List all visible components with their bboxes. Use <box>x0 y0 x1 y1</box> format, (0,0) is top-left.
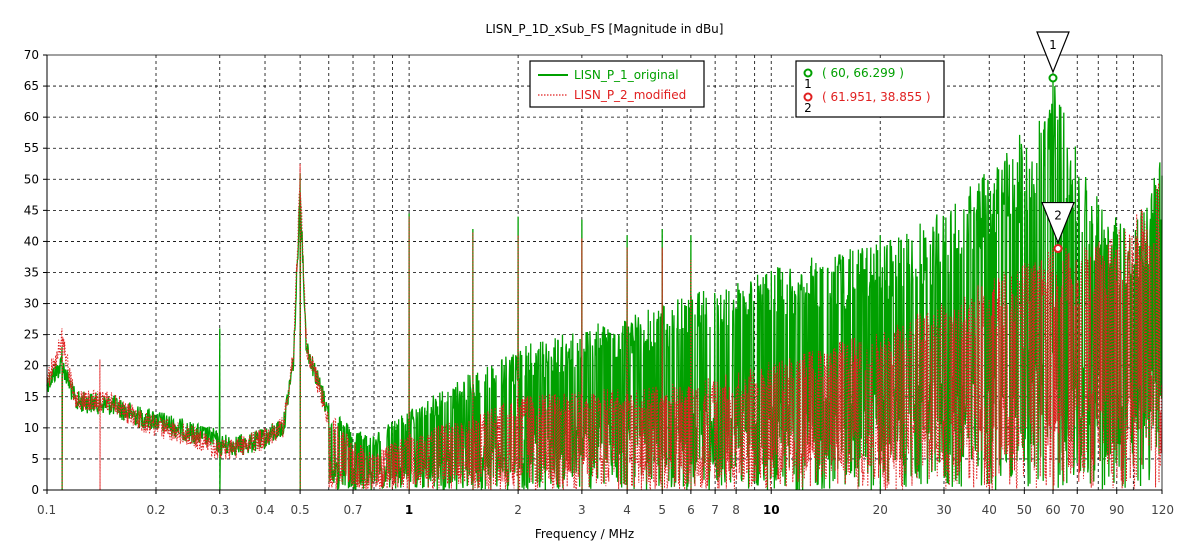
y-tick-label: 25 <box>24 328 39 342</box>
x-tick-label: 0.3 <box>210 503 229 517</box>
legend-box <box>529 60 705 108</box>
y-tick-label: 0 <box>31 483 39 497</box>
series-line-1 <box>46 77 1163 491</box>
y-tick-label: 60 <box>24 110 39 124</box>
marker-flag-label-2: 2 <box>1054 209 1062 223</box>
y-tick-label: 10 <box>24 421 39 435</box>
x-tick-label: 70 <box>1070 503 1085 517</box>
x-tick-label: 1 <box>405 503 413 517</box>
y-tick-label: 5 <box>31 452 39 466</box>
y-tick-label: 55 <box>24 141 39 155</box>
marker-readout-label-2: ( 61.951, 38.855 ) <box>822 90 931 104</box>
x-tick-label: 0.1 <box>37 503 56 517</box>
y-tick-label: 40 <box>24 234 39 248</box>
x-tick-label: 120 <box>1151 503 1174 517</box>
marker-point-2 <box>1053 244 1063 254</box>
x-tick-label: 90 <box>1109 503 1124 517</box>
marker-flag-1 <box>1036 31 1070 74</box>
y-tick-label: 65 <box>24 79 39 93</box>
x-tick-label: 30 <box>936 503 951 517</box>
x-tick-label: 2 <box>514 503 522 517</box>
x-tick-label: 0.7 <box>343 503 362 517</box>
x-tick-label: 40 <box>982 503 997 517</box>
marker-readout-label-1: ( 60, 66.299 ) <box>822 66 904 80</box>
x-tick-label: 5 <box>658 503 666 517</box>
marker-point-1 <box>1048 73 1058 83</box>
x-tick-label: 8 <box>732 503 740 517</box>
x-tick-label: 0.2 <box>146 503 165 517</box>
x-tick-label: 3 <box>578 503 586 517</box>
x-tick-label: 10 <box>763 503 780 517</box>
x-tick-label: 7 <box>711 503 719 517</box>
x-tick-label: 4 <box>623 503 631 517</box>
y-tick-label: 45 <box>24 203 39 217</box>
y-tick-label: 30 <box>24 297 39 311</box>
marker-readout-id-1: 1 <box>804 77 812 91</box>
x-tick-label: 20 <box>873 503 888 517</box>
y-tick-label: 35 <box>24 266 39 280</box>
marker-readout-symbol-1 <box>803 68 813 78</box>
x-tick-label: 6 <box>687 503 695 517</box>
legend-label-2: LISN_P_2_modified <box>574 88 686 102</box>
y-tick-label: 70 <box>24 48 39 62</box>
y-tick-label: 15 <box>24 390 39 404</box>
marker-readout-box <box>795 60 945 118</box>
x-tick-label: 0.5 <box>291 503 310 517</box>
x-tick-label: 50 <box>1017 503 1032 517</box>
marker-readout-id-2: 2 <box>804 101 812 115</box>
x-axis-label: Frequency / MHz <box>535 527 634 541</box>
marker-flag-2 <box>1041 201 1075 245</box>
y-tick-label: 50 <box>24 172 39 186</box>
x-tick-label: 60 <box>1045 503 1060 517</box>
chart-title: LISN_P_1D_xSub_FS [Magnitude in dBu] <box>486 22 724 36</box>
y-tick-label: 20 <box>24 359 39 373</box>
marker-flag-label-1: 1 <box>1049 38 1057 52</box>
x-tick-label: 0.4 <box>255 503 274 517</box>
legend-label-1: LISN_P_1_original <box>574 68 679 82</box>
marker-readout-symbol-2 <box>803 92 813 102</box>
